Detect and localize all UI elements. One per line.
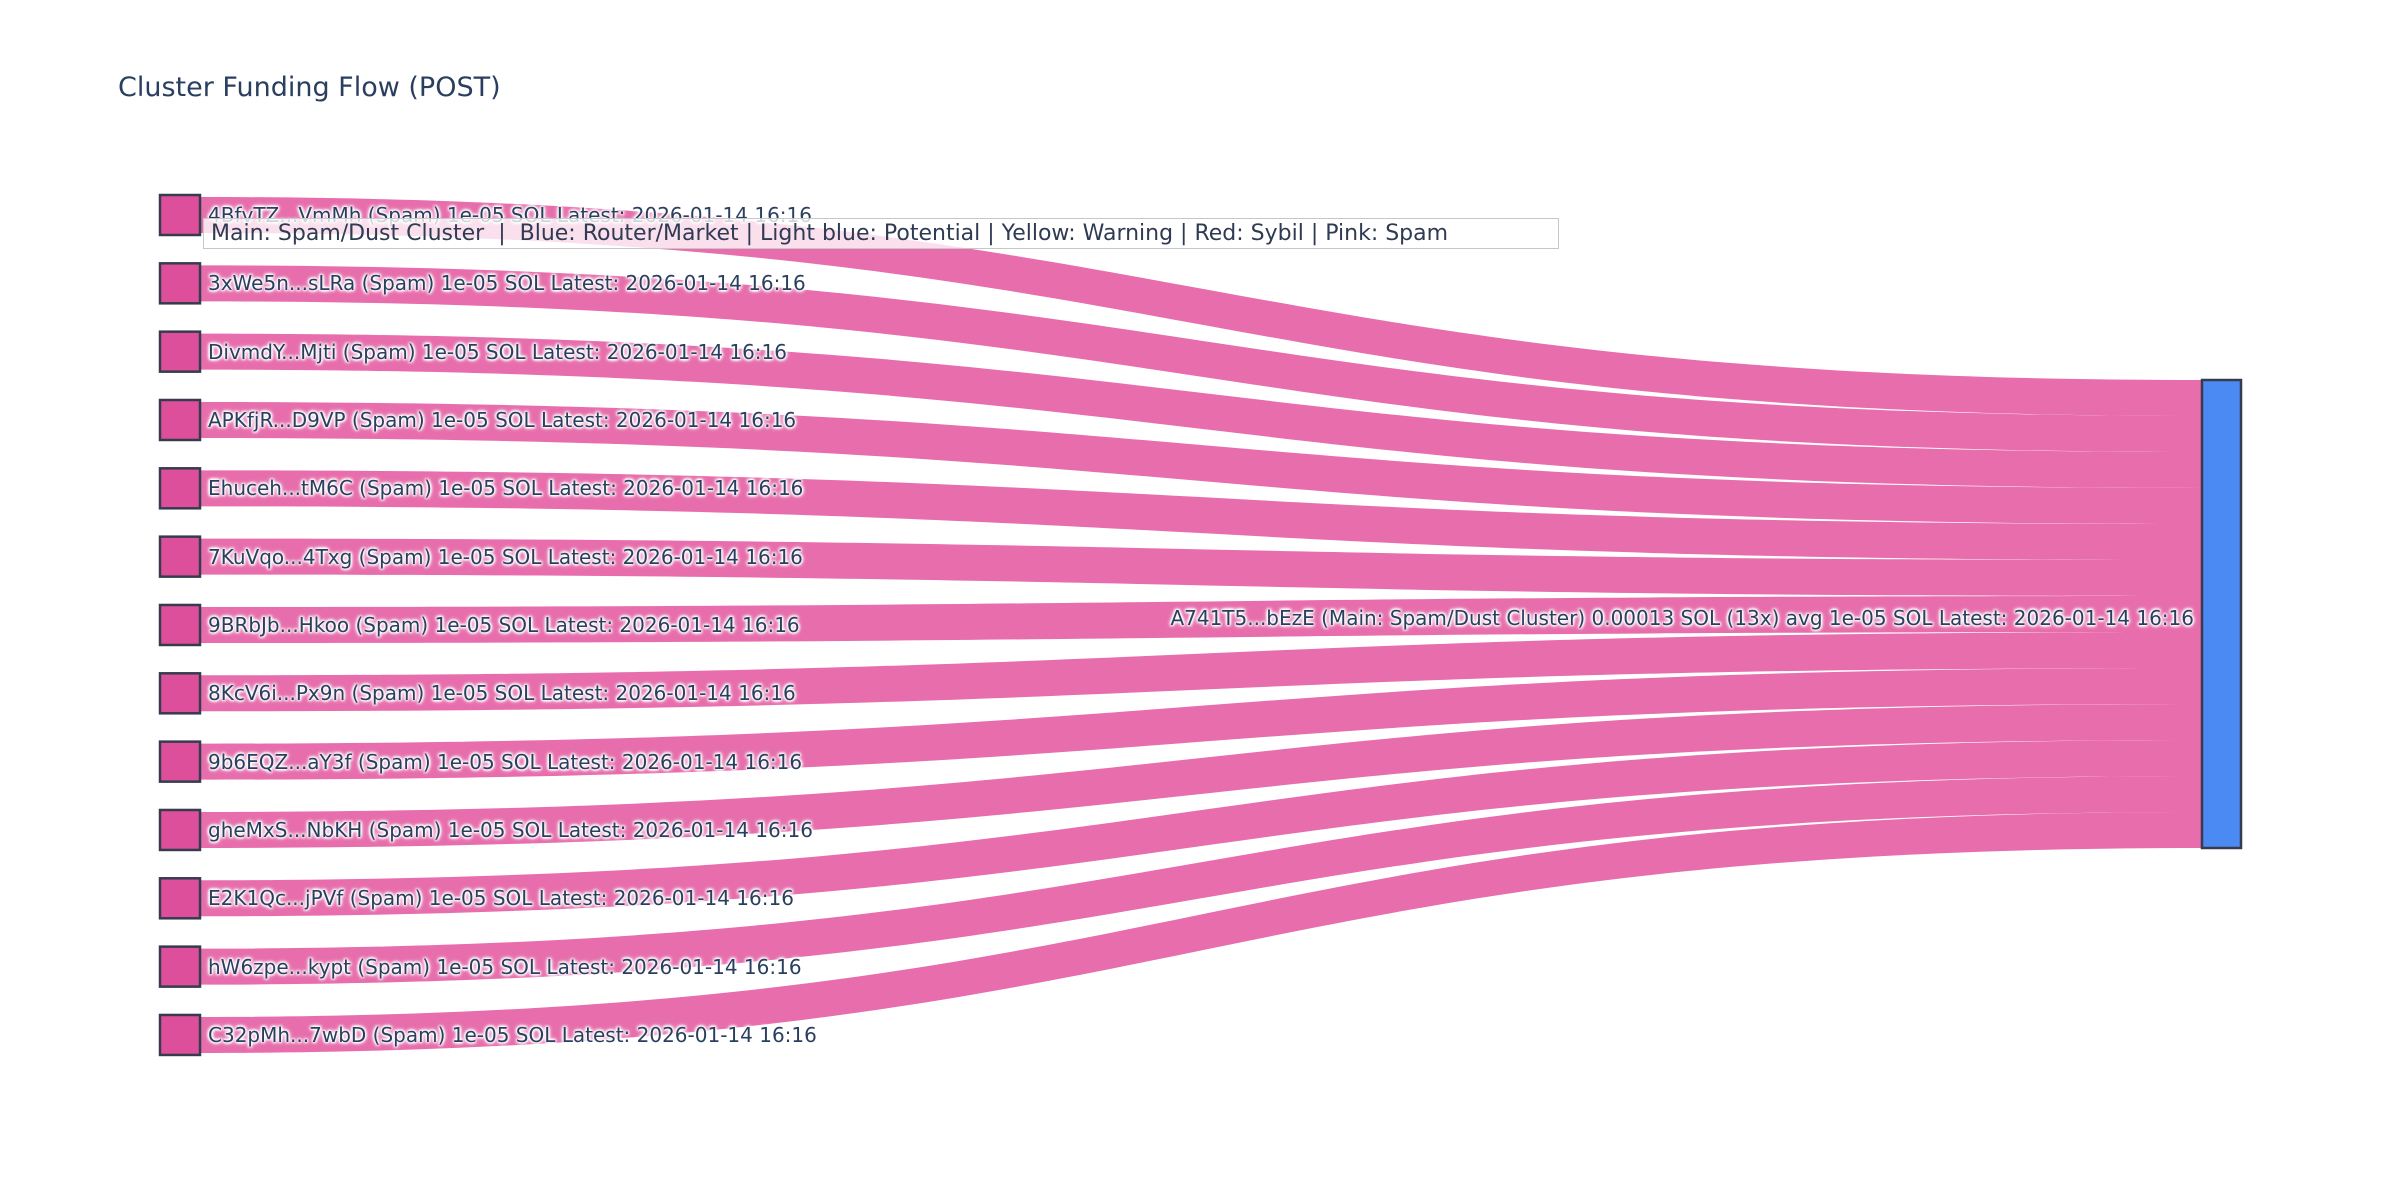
source-node[interactable] — [158, 193, 202, 237]
source-node-label: 7KuVqo...4Txg (Spam) 1e-05 SOL Latest: 2… — [208, 544, 803, 569]
source-node[interactable] — [158, 1013, 202, 1057]
sankey-link[interactable] — [200, 197, 2202, 416]
legend-annotation-text: Main: Spam/Dust Cluster | Blue: Router/M… — [211, 221, 1449, 246]
source-node[interactable] — [158, 535, 202, 578]
sankey-links-layer — [200, 197, 2202, 1053]
source-node[interactable] — [158, 672, 202, 715]
sankey-link[interactable] — [200, 704, 2202, 848]
sankey-link[interactable] — [200, 776, 2202, 985]
sankey-link[interactable] — [200, 740, 2202, 917]
source-node-label: E2K1Qc...jPVf (Spam) 1e-05 SOL Latest: 2… — [208, 886, 794, 911]
source-node-label: gheMxS...NbKH (Spam) 1e-05 SOL Latest: 2… — [208, 817, 813, 842]
sankey-nodes-layer — [158, 193, 2243, 1057]
sankey-link[interactable] — [200, 668, 2202, 780]
sankey-link[interactable] — [200, 538, 2202, 596]
sankey-link[interactable] — [200, 265, 2202, 452]
source-node[interactable] — [158, 398, 202, 442]
source-node[interactable] — [158, 740, 202, 783]
source-node-label: APKfjR...D9VP (Spam) 1e-05 SOL Latest: 2… — [208, 407, 797, 432]
source-node[interactable] — [158, 467, 202, 510]
source-node[interactable] — [158, 330, 202, 373]
source-node[interactable] — [158, 877, 202, 920]
source-node-label: hW6zpe...kypt (Spam) 1e-05 SOL Latest: 2… — [208, 954, 802, 979]
sankey-link[interactable] — [200, 401, 2202, 524]
source-node[interactable] — [158, 945, 202, 988]
source-node-label: 3xWe5n...sLRa (Spam) 1e-05 SOL Latest: 2… — [208, 271, 806, 296]
source-node-label: 8KcV6i...Px9n (Spam) 1e-05 SOL Latest: 2… — [208, 681, 796, 706]
page-title: Cluster Funding Flow (POST) — [118, 72, 501, 103]
source-node-label: 9b6EQZ...aY3f (Spam) 1e-05 SOL Latest: 2… — [208, 749, 803, 774]
source-node[interactable] — [158, 603, 202, 647]
target-node-label: A741T5...bEzE (Main: Spam/Dust Cluster) … — [1170, 606, 2194, 630]
legend-annotation: Main: Spam/Dust Cluster | Blue: Router/M… — [203, 218, 1559, 249]
source-node[interactable] — [158, 262, 202, 305]
sankey-link[interactable] — [200, 470, 2202, 560]
source-node-label: DivmdY...Mjti (Spam) 1e-05 SOL Latest: 2… — [208, 339, 787, 364]
sankey-link[interactable] — [200, 812, 2202, 1053]
source-node-label: 9BRbJb...Hkoo (Spam) 1e-05 SOL Latest: 2… — [208, 612, 800, 637]
sankey-link[interactable] — [200, 333, 2202, 488]
source-node-label: C32pMh...7wbD (Spam) 1e-05 SOL Latest: 2… — [208, 1022, 817, 1047]
source-node[interactable] — [158, 808, 202, 852]
sankey-link[interactable] — [200, 596, 2202, 643]
sankey-link[interactable] — [200, 632, 2202, 712]
target-node[interactable] — [2200, 378, 2243, 850]
source-node-label: Ehuceh...tM6C (Spam) 1e-05 SOL Latest: 2… — [208, 476, 804, 501]
